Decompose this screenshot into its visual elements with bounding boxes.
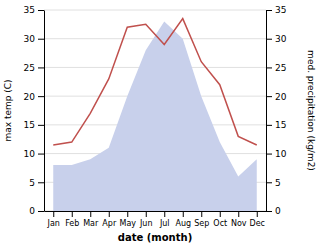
- tick: 30: [266, 34, 287, 44]
- tick-label: 30: [275, 34, 287, 44]
- tick-label: Mar: [83, 219, 99, 228]
- tick: Oct: [213, 211, 227, 228]
- x-axis-title: date (month): [118, 232, 192, 243]
- tick-label: Jul: [159, 219, 170, 228]
- tick: May: [119, 211, 136, 228]
- tick-mark: [72, 211, 73, 217]
- tick-mark: [109, 211, 110, 217]
- tick-mark: [38, 67, 44, 68]
- tick: 0: [266, 206, 281, 216]
- tick-label: 5: [29, 178, 35, 188]
- tick-label: Nov: [231, 219, 247, 228]
- tick: Jun: [139, 211, 153, 228]
- tick: 35: [24, 5, 44, 15]
- axis-line: [266, 11, 267, 212]
- tick-mark: [53, 211, 54, 217]
- tick-mark: [38, 10, 44, 11]
- tick-label: 35: [275, 5, 286, 15]
- tick: 20: [266, 92, 287, 102]
- tick-mark: [38, 96, 44, 97]
- tick-mark: [90, 211, 91, 217]
- tick-label: Apr: [102, 219, 117, 228]
- grid-line: [44, 10, 266, 11]
- tick: 5: [266, 178, 281, 188]
- tick-mark: [266, 211, 272, 212]
- tick: Jan: [47, 211, 60, 228]
- tick: 10: [24, 149, 44, 159]
- tick-mark: [238, 211, 239, 217]
- y-axis-title: max temp (C): [3, 79, 13, 141]
- tick-mark: [266, 154, 272, 155]
- tick: 0: [29, 206, 44, 216]
- tick: Mar: [83, 211, 99, 228]
- tick-label: 25: [275, 63, 286, 73]
- tick-mark: [266, 125, 272, 126]
- tick-mark: [38, 211, 44, 212]
- tick-mark: [38, 154, 44, 155]
- tick: 15: [266, 120, 286, 130]
- tick-mark: [266, 67, 272, 68]
- axis-line: [45, 211, 267, 212]
- tick-mark: [266, 182, 272, 183]
- tick-label: 15: [24, 120, 35, 130]
- tick-label: 20: [24, 92, 36, 102]
- tick-label: 10: [275, 149, 287, 159]
- grid: [44, 10, 266, 211]
- tick-mark: [201, 211, 202, 217]
- tick: Sep: [194, 211, 209, 228]
- tick-mark: [266, 96, 272, 97]
- tick-label: 20: [275, 92, 287, 102]
- plot-area: [53, 19, 257, 211]
- tick: 15: [24, 120, 44, 130]
- tick-mark: [38, 39, 44, 40]
- tick-mark: [146, 211, 147, 217]
- tick: Nov: [231, 211, 247, 228]
- tick-label: 35: [24, 5, 35, 15]
- tick-label: Jun: [139, 219, 153, 228]
- tick-label: 5: [275, 178, 281, 188]
- tick: Jul: [159, 211, 170, 228]
- tick: 10: [266, 149, 287, 159]
- tick: Aug: [175, 211, 191, 228]
- tick-label: Dec: [250, 219, 265, 228]
- tick-mark: [266, 39, 272, 40]
- tick-mark: [183, 211, 184, 217]
- tick-label: Aug: [175, 219, 191, 228]
- tick-mark: [38, 125, 44, 126]
- tick-label: Feb: [65, 219, 79, 228]
- area: [53, 21, 257, 211]
- tick-mark: [220, 211, 221, 217]
- tick-label: Jan: [47, 219, 60, 228]
- tick-label: Oct: [213, 219, 227, 228]
- tick-mark: [38, 182, 44, 183]
- tick: 20: [24, 92, 44, 102]
- tick-label: Sep: [194, 219, 209, 228]
- y2-axis-title: med. precipitation (kg/m2): [306, 50, 316, 171]
- tick-label: May: [119, 219, 136, 228]
- axis-line: [44, 11, 45, 212]
- tick: 25: [24, 63, 44, 73]
- tick: 5: [29, 178, 44, 188]
- tick-label: 10: [24, 149, 36, 159]
- tick-mark: [164, 211, 165, 217]
- tick-label: 0: [29, 206, 35, 216]
- tick: 25: [266, 63, 286, 73]
- chart: Jan Feb MarAprMayJun Jul AugSep Oct NovDec 0 5 10…: [0, 0, 318, 247]
- tick-label: 30: [24, 34, 36, 44]
- tick-label: 15: [275, 120, 286, 130]
- tick: Dec: [250, 211, 265, 228]
- tick-mark: [127, 211, 128, 217]
- tick-mark: [266, 10, 272, 11]
- tick-label: 0: [275, 206, 281, 216]
- y2-axis: 0 5 10 15 20 25 30 35: [266, 5, 287, 216]
- tick: Apr: [102, 211, 117, 228]
- tick: 30: [24, 34, 44, 44]
- tick-label: 25: [24, 63, 35, 73]
- x-axis: Jan Feb MarAprMayJun Jul AugSep Oct NovDec: [45, 211, 267, 228]
- tick: 35: [266, 5, 286, 15]
- tick-mark: [257, 211, 258, 217]
- line: [53, 19, 257, 145]
- y-axis: 0 5 10 15 20 25 30 35: [24, 5, 45, 216]
- tick: Feb: [65, 211, 79, 228]
